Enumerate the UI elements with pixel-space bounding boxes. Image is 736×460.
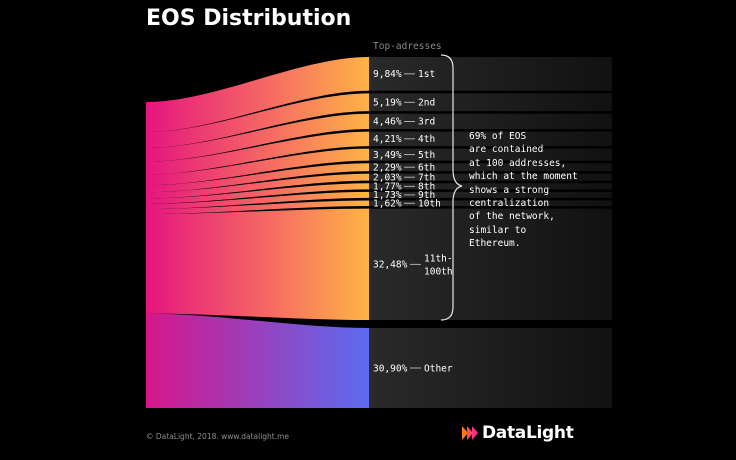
chart-title: EOS Distribution [146,6,352,31]
row-band-5th [369,148,612,161]
datalight-logo-icon [462,426,478,440]
flow-7th [146,173,369,199]
row-band-10th [369,200,612,207]
flow-10th [146,200,369,215]
flow-6th [146,163,369,193]
row-band-9th [369,191,612,198]
category-label: 3rd [418,117,435,128]
chart-subtitle: Top-adresses [373,41,442,52]
row-band-2nd [369,93,612,112]
row-band-4th [369,131,612,147]
category-label: 8th [418,182,435,193]
flow-other [146,313,369,408]
category-label: 1st [418,69,435,80]
flow-3rd [146,113,369,162]
annotation-text: 69% of EOS are contained at 100 addresse… [469,131,578,250]
category-label: 7th [418,172,435,183]
row-band-7th [369,173,612,181]
category-label: 6th [418,162,435,173]
flow-9th [146,191,369,210]
row-band-8th [369,183,612,190]
value-label: 9,84% [373,69,402,80]
value-label: 32,48% [373,260,408,271]
value-label: 4,46% [373,117,402,128]
row-band-3rd [369,113,612,130]
value-label: 3,49% [373,150,402,161]
value-label: 30,90% [373,363,408,374]
value-label: 4,21% [373,134,402,145]
footer-copyright: © DataLight, 2018. www.datalight.me [146,432,290,441]
flow-8th [146,183,369,204]
logo-wordmark: DataLight [482,423,574,443]
category-label: 4th [418,134,435,145]
value-label: 2,29% [373,162,402,173]
brace-annotation [440,54,463,321]
value-label: 2,03% [373,172,402,183]
value-label: 1,77% [373,182,402,193]
value-label: 1,73% [373,190,402,201]
value-label: 5,19% [373,98,402,109]
flow-11th-100th [146,208,369,320]
flow-2nd [146,93,369,148]
row-band-11th-100th [369,208,612,320]
category-label: 11th-100th [424,254,453,278]
category-label: 9th [418,190,435,201]
category-label: 2nd [418,98,435,109]
flow-4th [146,131,369,175]
category-label: 10th [418,199,441,210]
category-label: 5th [418,150,435,161]
row-band-6th [369,163,612,172]
datalight-logo: DataLight [461,421,574,445]
row-band-other [369,328,612,408]
category-label: Other [424,363,453,374]
flow-1st [146,57,369,133]
flow-5th [146,148,369,186]
value-label: 1,62% [373,199,402,210]
